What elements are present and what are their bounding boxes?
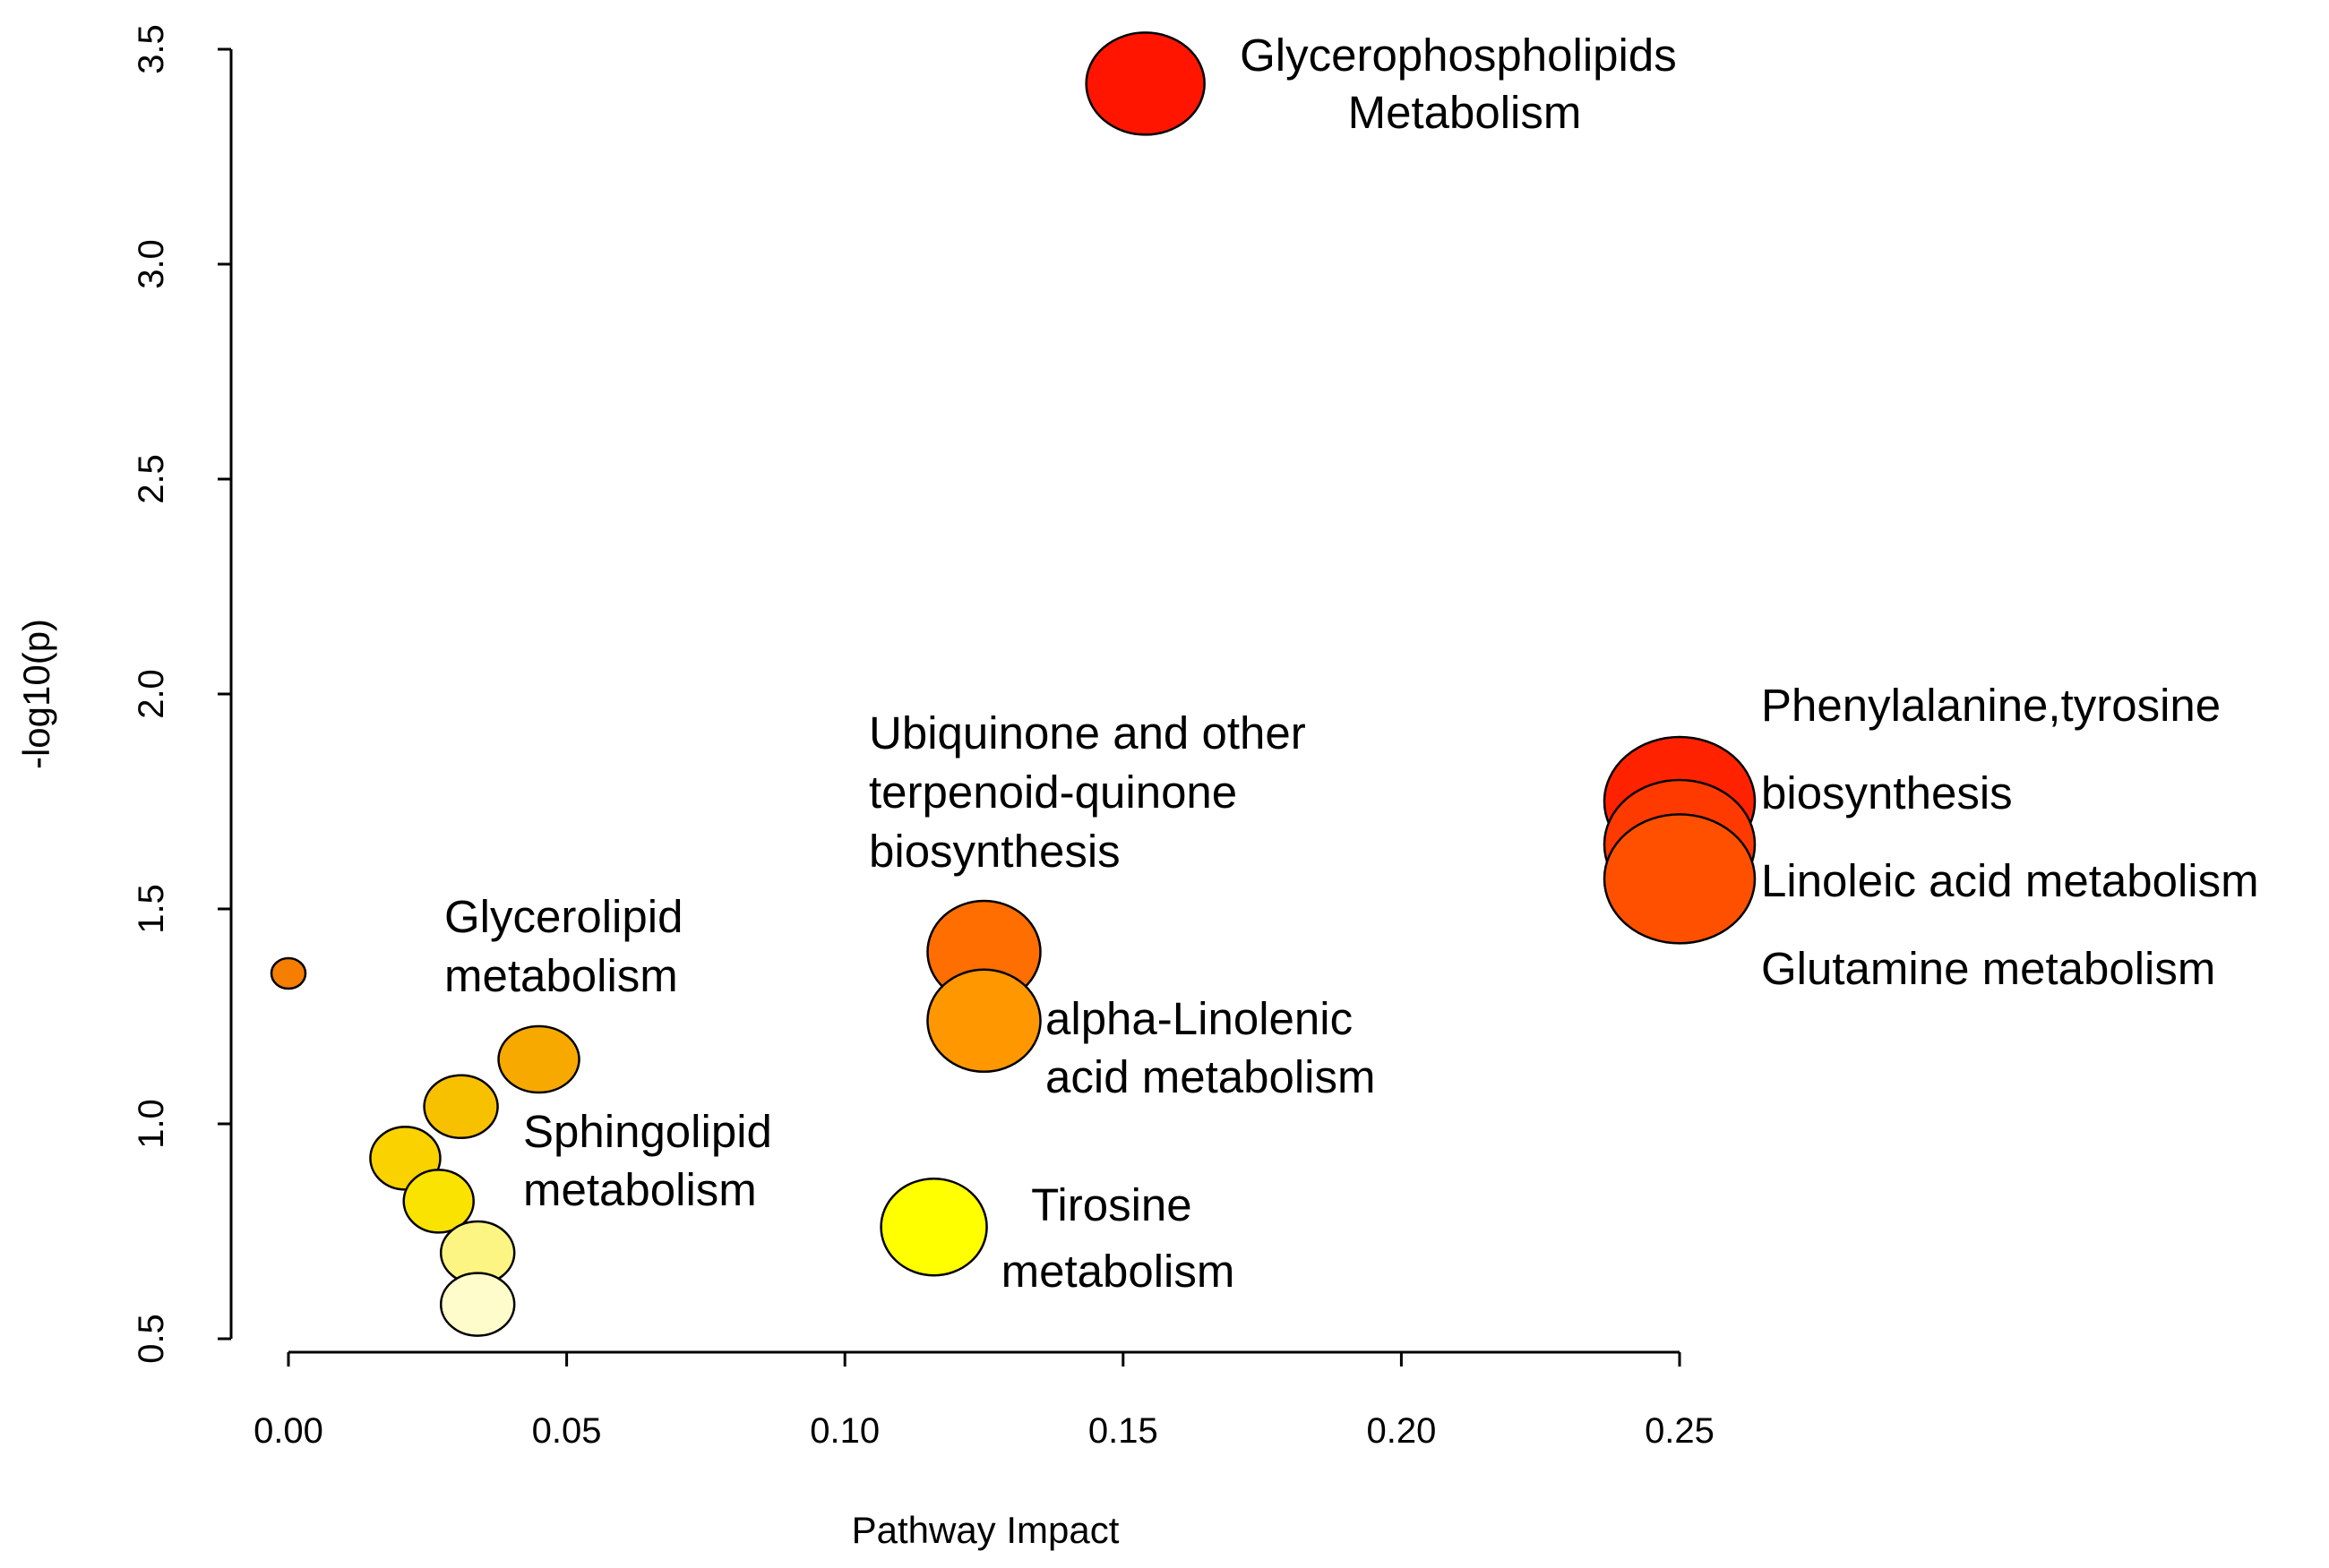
annotations: Glycerophospholipids Metabolism Phenylal… (444, 30, 2272, 1297)
x-ticks: 0.00 0.05 0.10 0.15 0.20 0.25 (254, 1352, 1715, 1451)
bubble-point (497, 1024, 580, 1094)
annotation-line: alpha-Linolenic (1045, 993, 1353, 1044)
x-tick-label: 0.05 (532, 1411, 602, 1451)
annotation-alpha-linolenic: alpha-Linolenic acid metabolism (1045, 993, 1375, 1102)
annotation-line: Sphingolipid (523, 1106, 772, 1157)
bubble-point (402, 1169, 475, 1234)
axes (229, 49, 1680, 1354)
bubble-point (880, 1177, 988, 1277)
annotation-line: Glycerolipid (444, 891, 683, 942)
annotation-line: metabolism (1001, 1246, 1235, 1297)
annotation-line: terpenoid-quinone (869, 767, 1237, 818)
annotation-phenylalanine-group: Phenylalanine,tyrosine biosynthesis Lino… (1761, 680, 2272, 994)
annotation-sphingolipid: Sphingolipid metabolism (523, 1106, 785, 1215)
bubble-point (439, 1272, 516, 1337)
y-tick-label: 3.0 (132, 239, 171, 289)
annotation-line: Tirosine (1031, 1179, 1192, 1230)
y-tick-label: 1.5 (132, 884, 171, 934)
bubbles (270, 31, 1757, 1337)
x-tick-label: 0.20 (1366, 1411, 1436, 1451)
y-tick-label: 2.5 (132, 454, 171, 504)
bubble-point (1603, 813, 1757, 945)
annotation-line: metabolism (444, 950, 678, 1001)
x-tick-label: 0.10 (810, 1411, 880, 1451)
bubble-point (1085, 31, 1206, 136)
bubble-point (270, 956, 307, 990)
annotation-line: biosynthesis (1761, 767, 2013, 818)
annotation-line: metabolism (523, 1164, 757, 1215)
x-tick-label: 0.25 (1645, 1411, 1715, 1451)
annotation-line: Phenylalanine,tyrosine (1761, 680, 2221, 731)
x-tick-label: 0.00 (254, 1411, 323, 1451)
y-axis-title: -log10(p) (15, 619, 57, 769)
y-tick-label: 0.5 (132, 1314, 171, 1364)
y-tick-label: 1.0 (132, 1099, 171, 1149)
annotation-line: Ubiquinone and other (869, 707, 1306, 758)
annotation-line: Metabolism (1348, 87, 1582, 138)
x-tick-label: 0.15 (1088, 1411, 1158, 1451)
annotation-line: Glutamine metabolism (1761, 943, 2215, 994)
bubble-point (423, 1074, 499, 1140)
x-axis-title: Pathway Impact (852, 1509, 1120, 1551)
y-tick-label: 3.5 (132, 24, 171, 74)
annotation-glycerolipid: Glycerolipid metabolism (444, 891, 696, 1001)
y-ticks: 0.5 1.0 1.5 2.0 2.5 3.0 3.5 (132, 24, 231, 1364)
annotation-line: Glycerophospholipids (1240, 30, 1677, 81)
annotation-line: acid metabolism (1045, 1051, 1375, 1102)
y-tick-label: 2.0 (132, 669, 171, 719)
annotation-glycerophospholipids: Glycerophospholipids Metabolism (1240, 30, 1689, 138)
annotation-line: Linoleic acid metabolism (1761, 855, 2259, 906)
annotation-tirosine: Tirosine metabolism (1001, 1179, 1235, 1297)
annotation-line: biosynthesis (869, 826, 1121, 877)
bubble-point (926, 968, 1042, 1074)
annotation-ubiquinone: Ubiquinone and other terpenoid-quinone b… (869, 707, 1319, 877)
